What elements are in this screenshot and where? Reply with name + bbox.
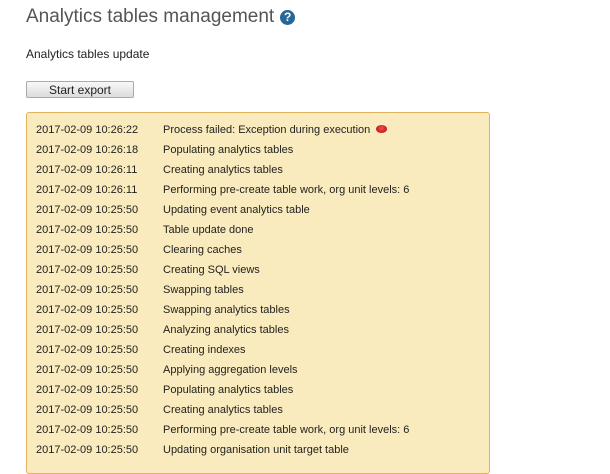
log-time: 2017-02-09 10:25:50 (36, 404, 139, 416)
log-row: 2017-02-09 10:25:50 Updating event analyt… (36, 200, 310, 220)
log-time: 2017-02-09 10:25:50 (36, 284, 139, 296)
log-message: Updating event analytics table (163, 204, 310, 216)
log-message: Applying aggregation levels (163, 364, 298, 376)
log-message: Creating SQL views (163, 264, 260, 276)
log-time: 2017-02-09 10:25:50 (36, 324, 139, 336)
log-message: Clearing caches (163, 244, 242, 256)
log-row: 2017-02-09 10:25:50 Creating indexes (36, 340, 246, 360)
log-row: 2017-02-09 10:26:22 Process failed: Excep… (36, 120, 388, 140)
log-message: Performing pre-create table work, org un… (163, 184, 410, 196)
log-message: Performing pre-create table work, org un… (163, 424, 410, 436)
log-row: 2017-02-09 10:25:50 Performing pre-create… (36, 420, 409, 440)
log-time: 2017-02-09 10:26:11 (36, 184, 138, 196)
log-row: 2017-02-09 10:26:11 Creating analytics ta… (36, 160, 283, 180)
log-row: 2017-02-09 10:25:50 Table update done (36, 220, 254, 240)
log-row: 2017-02-09 10:25:50 Swapping tables (36, 280, 244, 300)
log-row: 2017-02-09 10:26:11 Performing pre-create… (36, 180, 409, 200)
log-row: 2017-02-09 10:25:50 Creating analytics ta… (36, 400, 283, 420)
log-message: Creating analytics tables (163, 164, 283, 176)
log-time: 2017-02-09 10:25:50 (36, 384, 139, 396)
log-row: 2017-02-09 10:25:50 Applying aggregation … (36, 360, 298, 380)
log-row: 2017-02-09 10:25:50 Updating organisation… (36, 440, 349, 460)
log-time: 2017-02-09 10:25:50 (36, 344, 139, 356)
log-message: Swapping tables (163, 284, 244, 296)
error-icon (376, 125, 388, 133)
log-message: Populating analytics tables (163, 384, 294, 396)
log-message: Table update done (163, 224, 254, 236)
section-subtitle: Analytics tables update (26, 47, 150, 61)
log-row: 2017-02-09 10:25:50 Populating analytics … (36, 380, 293, 400)
log-row: 2017-02-09 10:25:50 Clearing caches (36, 240, 242, 260)
log-time: 2017-02-09 10:25:50 (36, 424, 139, 436)
log-row: 2017-02-09 10:25:50 Analyzing analytics t… (36, 320, 289, 340)
start-export-button[interactable]: Start export (26, 81, 134, 98)
notification-log: 2017-02-09 10:26:22 Process failed: Excep… (26, 112, 490, 474)
log-message: Process failed: Exception during executi… (163, 124, 371, 136)
log-row: 2017-02-09 10:25:50 Swapping analytics ta… (36, 300, 290, 320)
log-time: 2017-02-09 10:25:50 (36, 204, 139, 216)
log-time: 2017-02-09 10:25:50 (36, 304, 139, 316)
log-time: 2017-02-09 10:25:50 (36, 364, 139, 376)
log-row: 2017-02-09 10:26:18 Populating analytics … (36, 140, 293, 160)
log-time: 2017-02-09 10:26:22 (36, 124, 139, 136)
log-time: 2017-02-09 10:26:18 (36, 144, 139, 156)
log-message: Updating organisation unit target table (163, 444, 349, 456)
log-time: 2017-02-09 10:25:50 (36, 224, 139, 236)
help-icon[interactable]: ? (280, 9, 296, 25)
log-message: Swapping analytics tables (163, 304, 290, 316)
log-time: 2017-02-09 10:26:11 (36, 164, 138, 176)
log-row: 2017-02-09 10:25:50 Creating SQL views (36, 260, 260, 280)
log-time: 2017-02-09 10:25:50 (36, 244, 139, 256)
log-message: Analyzing analytics tables (163, 324, 289, 336)
log-message: Populating analytics tables (163, 144, 294, 156)
log-message: Creating analytics tables (163, 404, 283, 416)
log-message: Creating indexes (163, 344, 246, 356)
log-time: 2017-02-09 10:25:50 (36, 264, 139, 276)
page-title: Analytics tables management? (26, 6, 296, 28)
log-time: 2017-02-09 10:25:50 (36, 444, 139, 456)
